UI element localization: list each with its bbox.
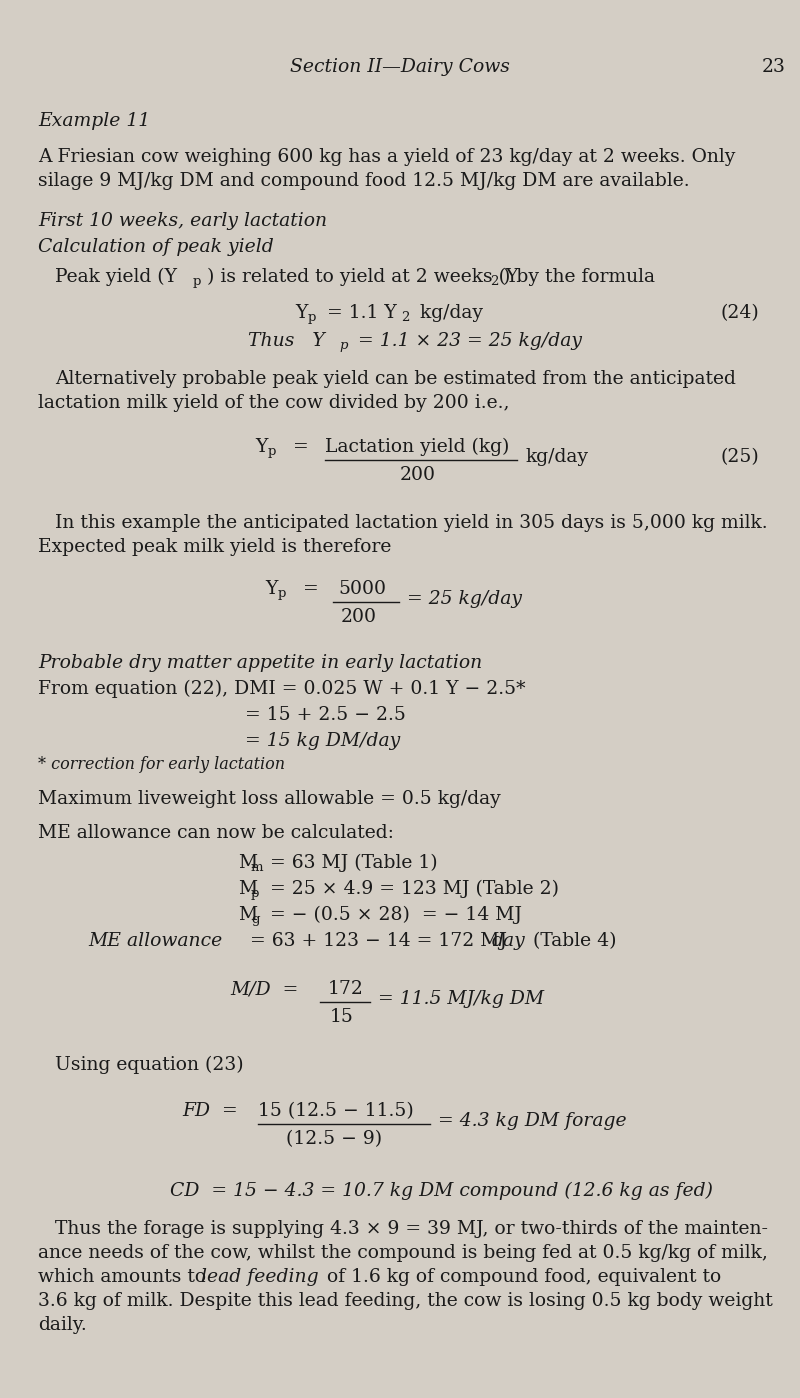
Text: Peak yield (Y: Peak yield (Y bbox=[55, 268, 177, 287]
Text: Y: Y bbox=[265, 580, 278, 598]
Text: p: p bbox=[193, 275, 202, 288]
Text: Thus   Y: Thus Y bbox=[248, 331, 325, 350]
Text: 23: 23 bbox=[762, 57, 786, 75]
Text: (25): (25) bbox=[720, 447, 758, 466]
Text: = − (0.5 × 28)  = − 14 MJ: = − (0.5 × 28) = − 14 MJ bbox=[264, 906, 522, 924]
Text: 200: 200 bbox=[341, 608, 377, 626]
Text: 15: 15 bbox=[330, 1008, 354, 1026]
Text: = 11.5 MJ/kg DM: = 11.5 MJ/kg DM bbox=[378, 990, 544, 1008]
Text: In this example the anticipated lactation yield in 305 days is 5,000 kg milk.: In this example the anticipated lactatio… bbox=[55, 514, 768, 533]
Text: Example 11: Example 11 bbox=[38, 112, 150, 130]
Text: = 15 kg DM/day: = 15 kg DM/day bbox=[245, 733, 400, 749]
Text: Calculation of peak yield: Calculation of peak yield bbox=[38, 238, 274, 256]
Text: 3.6 kg of milk. Despite this lead feeding, the cow is losing 0.5 kg body weight: 3.6 kg of milk. Despite this lead feedin… bbox=[38, 1292, 773, 1310]
Text: silage 9 MJ/kg DM and compound food 12.5 MJ/kg DM are available.: silage 9 MJ/kg DM and compound food 12.5… bbox=[38, 172, 690, 190]
Text: = 63 + 123 − 14 = 172 MJ: = 63 + 123 − 14 = 172 MJ bbox=[238, 932, 513, 951]
Text: M: M bbox=[238, 879, 257, 898]
Text: kg/day: kg/day bbox=[525, 447, 588, 466]
Text: = 1.1 Y: = 1.1 Y bbox=[321, 303, 397, 322]
Text: CD  = 15 − 4.3 = 10.7 kg DM compound (12.6 kg as fed): CD = 15 − 4.3 = 10.7 kg DM compound (12.… bbox=[170, 1181, 713, 1201]
Text: day: day bbox=[492, 932, 526, 951]
Text: 200: 200 bbox=[400, 466, 436, 484]
Text: M: M bbox=[238, 906, 257, 924]
Text: m: m bbox=[251, 861, 263, 874]
Text: ) by the formula: ) by the formula bbox=[503, 268, 655, 287]
Text: of 1.6 kg of compound food, equivalent to: of 1.6 kg of compound food, equivalent t… bbox=[321, 1268, 722, 1286]
Text: ) is related to yield at 2 weeks (Y: ) is related to yield at 2 weeks (Y bbox=[207, 268, 518, 287]
Text: =: = bbox=[291, 580, 318, 598]
Text: which amounts to: which amounts to bbox=[38, 1268, 212, 1286]
Text: p: p bbox=[278, 587, 286, 600]
Text: = 4.3 kg DM forage: = 4.3 kg DM forage bbox=[438, 1111, 626, 1130]
Text: Lactation yield (kg): Lactation yield (kg) bbox=[325, 438, 510, 456]
Text: p: p bbox=[339, 338, 347, 352]
Text: 2: 2 bbox=[401, 310, 410, 324]
Text: (24): (24) bbox=[720, 303, 758, 322]
Text: ME allowance: ME allowance bbox=[88, 932, 222, 951]
Text: ME allowance can now be calculated:: ME allowance can now be calculated: bbox=[38, 823, 394, 842]
Text: = 63 MJ (Table 1): = 63 MJ (Table 1) bbox=[264, 854, 438, 872]
Text: lead feeding: lead feeding bbox=[201, 1268, 318, 1286]
Text: (12.5 − 9): (12.5 − 9) bbox=[286, 1130, 382, 1148]
Text: p: p bbox=[251, 886, 259, 900]
Text: Y: Y bbox=[255, 438, 267, 456]
Text: (Table 4): (Table 4) bbox=[527, 932, 617, 951]
Text: 15 (12.5 − 11.5): 15 (12.5 − 11.5) bbox=[258, 1102, 414, 1120]
Text: * correction for early lactation: * correction for early lactation bbox=[38, 756, 285, 773]
Text: g: g bbox=[251, 913, 259, 925]
Text: 5000: 5000 bbox=[338, 580, 386, 598]
Text: First 10 weeks, early lactation: First 10 weeks, early lactation bbox=[38, 212, 327, 231]
Text: = 25 × 4.9 = 123 MJ (Table 2): = 25 × 4.9 = 123 MJ (Table 2) bbox=[264, 879, 559, 899]
Text: A Friesian cow weighing 600 kg has a yield of 23 kg/day at 2 weeks. Only: A Friesian cow weighing 600 kg has a yie… bbox=[38, 148, 735, 166]
Text: = 1.1 × 23 = 25 kg/day: = 1.1 × 23 = 25 kg/day bbox=[352, 331, 582, 350]
Text: 2: 2 bbox=[490, 275, 498, 288]
Text: Expected peak milk yield is therefore: Expected peak milk yield is therefore bbox=[38, 538, 391, 556]
Text: Probable dry matter appetite in early lactation: Probable dry matter appetite in early la… bbox=[38, 654, 482, 672]
Text: FD  =: FD = bbox=[182, 1102, 238, 1120]
Text: =: = bbox=[281, 438, 309, 456]
Text: Thus the forage is supplying 4.3 × 9 = 39 MJ, or two-thirds of the mainten-: Thus the forage is supplying 4.3 × 9 = 3… bbox=[55, 1220, 768, 1239]
Text: ance needs of the cow, whilst the compound is being fed at 0.5 kg/kg of milk,: ance needs of the cow, whilst the compou… bbox=[38, 1244, 768, 1262]
Text: = 15 + 2.5 − 2.5: = 15 + 2.5 − 2.5 bbox=[245, 706, 406, 724]
Text: = 25 kg/day: = 25 kg/day bbox=[407, 590, 522, 608]
Text: From equation (22), DMI = 0.025 W + 0.1 Y − 2.5*: From equation (22), DMI = 0.025 W + 0.1 … bbox=[38, 679, 526, 698]
Text: p: p bbox=[268, 445, 276, 459]
Text: M: M bbox=[238, 854, 257, 872]
Text: Section II—Dairy Cows: Section II—Dairy Cows bbox=[290, 57, 510, 75]
Text: lactation milk yield of the cow divided by 200 i.e.,: lactation milk yield of the cow divided … bbox=[38, 394, 510, 412]
Text: p: p bbox=[308, 310, 316, 324]
Text: Using equation (23): Using equation (23) bbox=[55, 1055, 244, 1074]
Text: 172: 172 bbox=[328, 980, 364, 998]
Text: Maximum liveweight loss allowable = 0.5 kg/day: Maximum liveweight loss allowable = 0.5 … bbox=[38, 790, 501, 808]
Text: M/D  =: M/D = bbox=[230, 980, 298, 998]
Text: Y: Y bbox=[295, 303, 307, 322]
Text: kg/day: kg/day bbox=[414, 303, 483, 322]
Text: daily.: daily. bbox=[38, 1316, 86, 1334]
Text: Alternatively probable peak yield can be estimated from the anticipated: Alternatively probable peak yield can be… bbox=[55, 370, 736, 389]
